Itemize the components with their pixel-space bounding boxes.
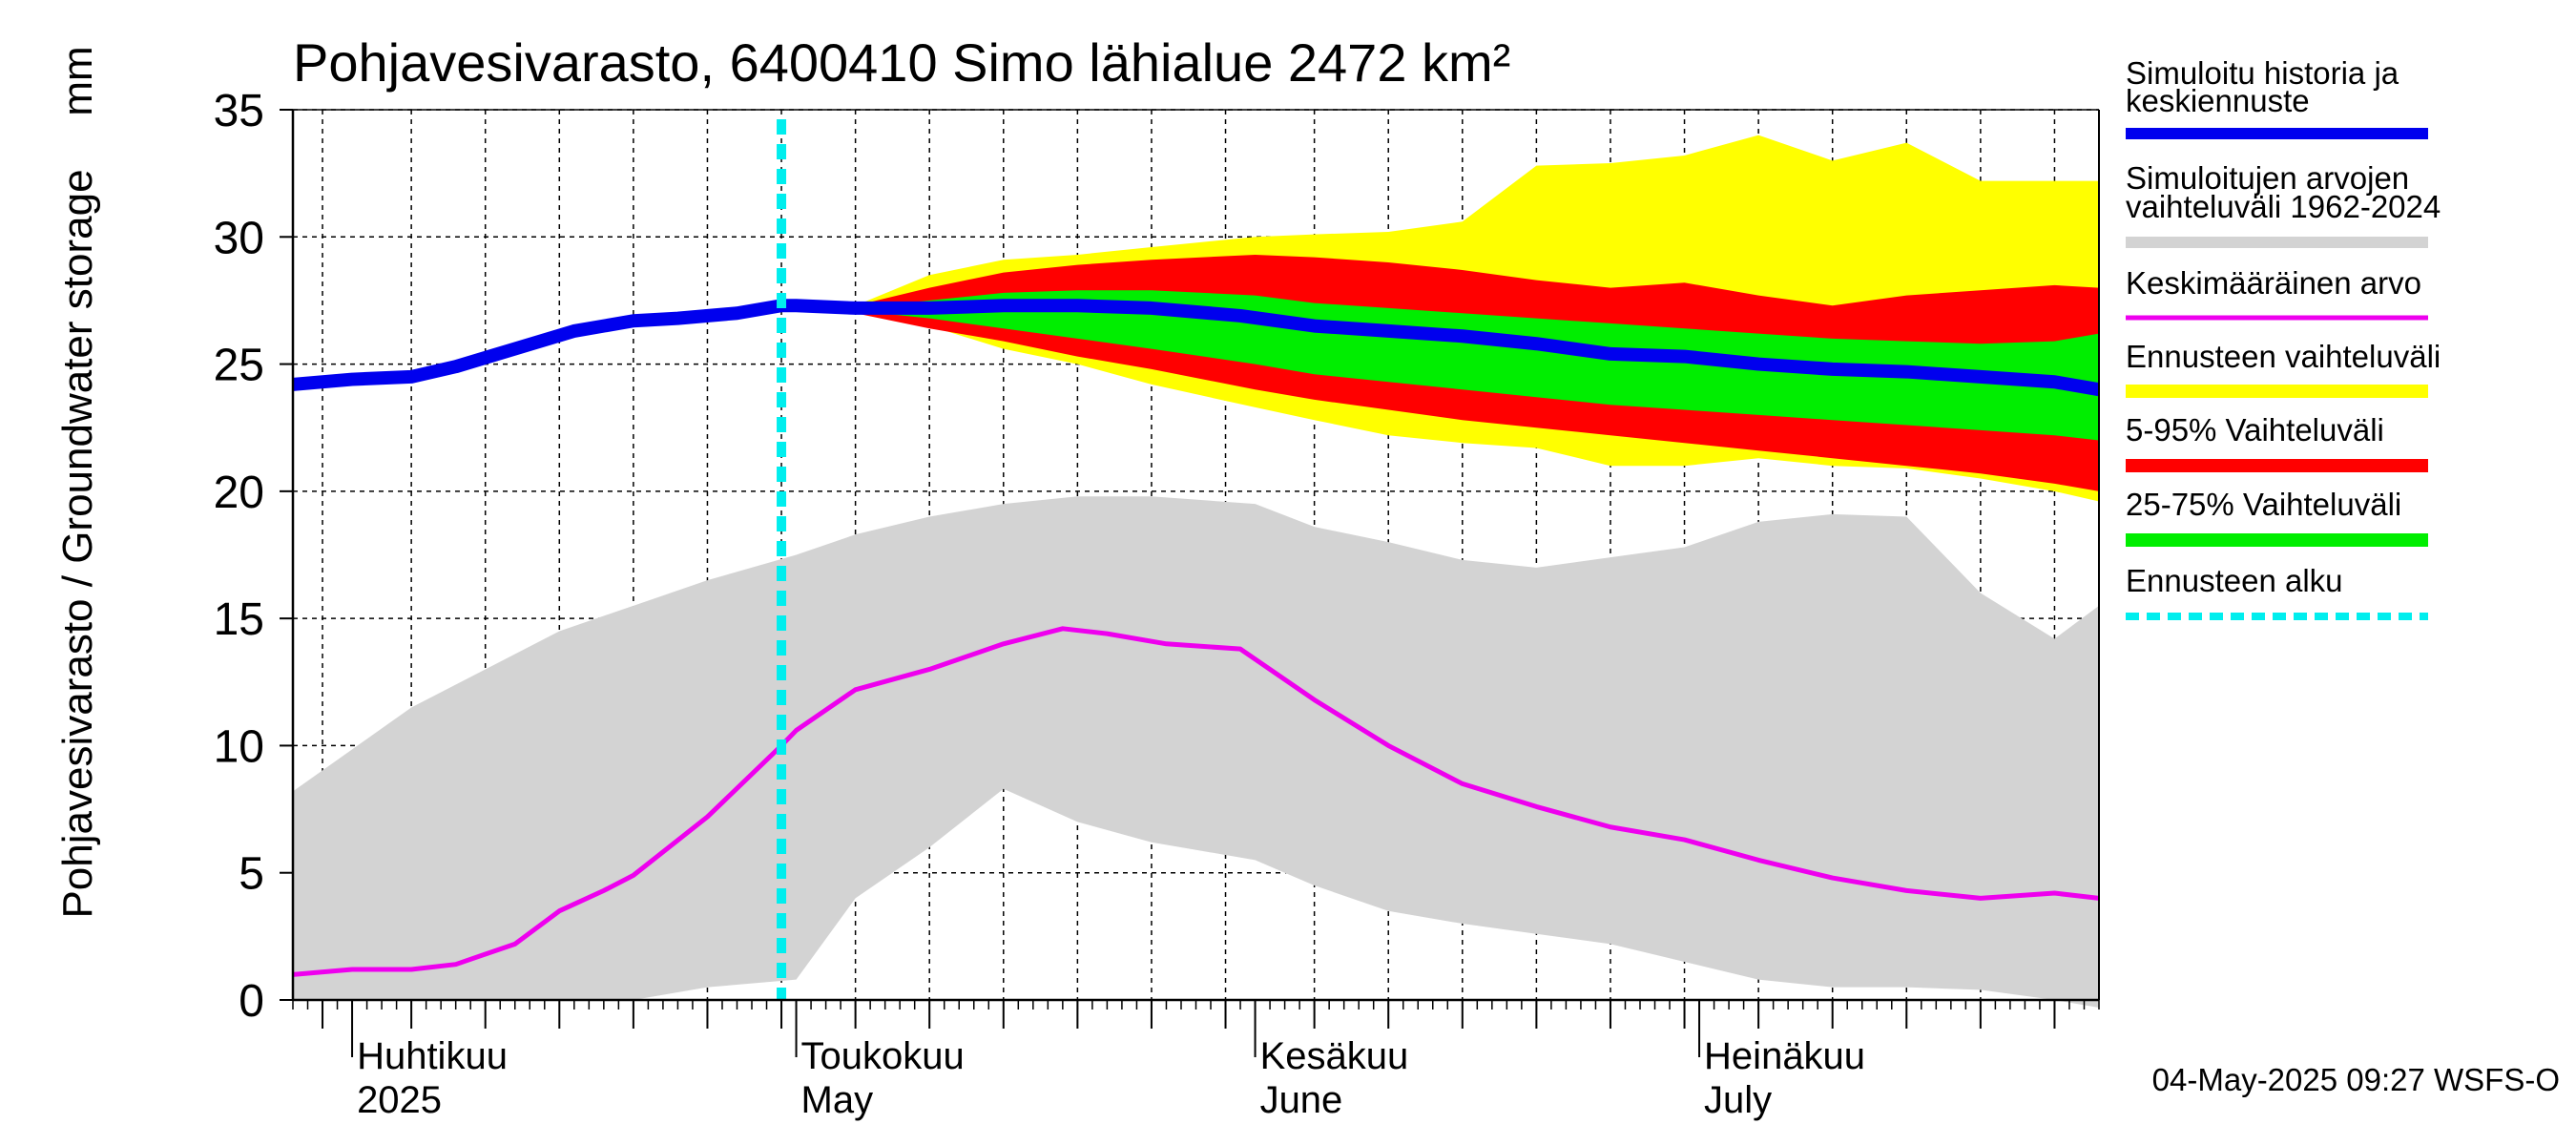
legend: Simuloitu historia jakeskiennusteSimuloi…: [2126, 55, 2441, 620]
y-tick-label: 0: [239, 976, 264, 1027]
chart-title: Pohjavesivarasto, 6400410 Simo lähialue …: [293, 32, 1510, 93]
x-month-sublabel: July: [1704, 1079, 1772, 1121]
x-month-label: Kesäkuu: [1260, 1035, 1409, 1077]
x-month-label: Heinäkuu: [1704, 1035, 1865, 1077]
y-tick-label: 15: [214, 594, 264, 645]
series-layer: [293, 119, 2099, 1008]
legend-item: Ennusteen alku: [2126, 563, 2428, 620]
series-group: [293, 119, 2099, 1008]
legend-label: Simuloitu historia ja: [2126, 55, 2399, 91]
legend-label: vaihteluväli 1962-2024: [2126, 189, 2441, 224]
plot-area-group: 0 5 10 15 20 25 30 35: [214, 86, 2100, 1057]
y-tick-label: 20: [214, 468, 264, 518]
y-tick-label: 30: [214, 213, 264, 263]
x-month-label: Huhtikuu: [357, 1035, 508, 1077]
footer-timestamp: 04-May-2025 09:27 WSFS-O: [2152, 1062, 2560, 1097]
legend-label: Ennusteen vaihteluväli: [2126, 339, 2441, 374]
series-line: [293, 626, 2099, 977]
y-tick-label: 10: [214, 721, 264, 772]
x-month-sublabel: May: [801, 1079, 874, 1121]
y-tick-label: 5: [239, 849, 264, 900]
y-axis-label: Pohjavesivarasto / Groundwater storage: [54, 169, 101, 918]
legend-item: 5-95% Vaihteluväli: [2126, 412, 2428, 472]
legend-label: Keskimääräinen arvo: [2126, 265, 2421, 301]
legend-label: Ennusteen alku: [2126, 563, 2343, 598]
legend-label: 25-75% Vaihteluväli: [2126, 487, 2401, 522]
y-tick-label: 25: [214, 341, 264, 391]
legend-item: Ennusteen vaihteluväli: [2126, 339, 2441, 398]
legend-item: Keskimääräinen arvo: [2126, 265, 2428, 321]
x-month-label: Toukokuu: [801, 1035, 965, 1077]
band-area: [781, 290, 2099, 441]
y-axis-unit: mm: [54, 46, 101, 115]
axes-layer: 0 5 10 15 20 25 30 35: [214, 86, 2100, 1057]
legend-label: 5-95% Vaihteluväli: [2126, 412, 2384, 448]
y-tick-label: 35: [214, 86, 264, 136]
legend-label: Simuloitujen arvojen: [2126, 160, 2409, 196]
x-month-sublabel: 2025: [357, 1079, 442, 1121]
legend-item: 25-75% Vaihteluväli: [2126, 487, 2428, 547]
series-line: [293, 299, 2099, 397]
x-month-sublabel: June: [1260, 1079, 1343, 1121]
band-area: [293, 496, 2099, 1008]
legend-label: keskiennuste: [2126, 83, 2310, 118]
